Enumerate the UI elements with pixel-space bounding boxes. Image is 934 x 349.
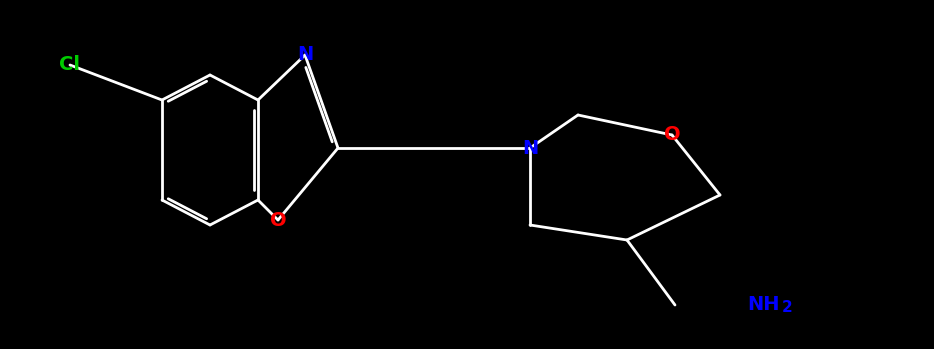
Text: O: O xyxy=(664,126,680,144)
Text: Cl: Cl xyxy=(60,55,80,74)
Text: N: N xyxy=(522,139,538,157)
Text: 2: 2 xyxy=(782,300,793,315)
Text: N: N xyxy=(297,45,313,65)
Text: O: O xyxy=(270,210,287,230)
Text: NH: NH xyxy=(747,296,780,314)
